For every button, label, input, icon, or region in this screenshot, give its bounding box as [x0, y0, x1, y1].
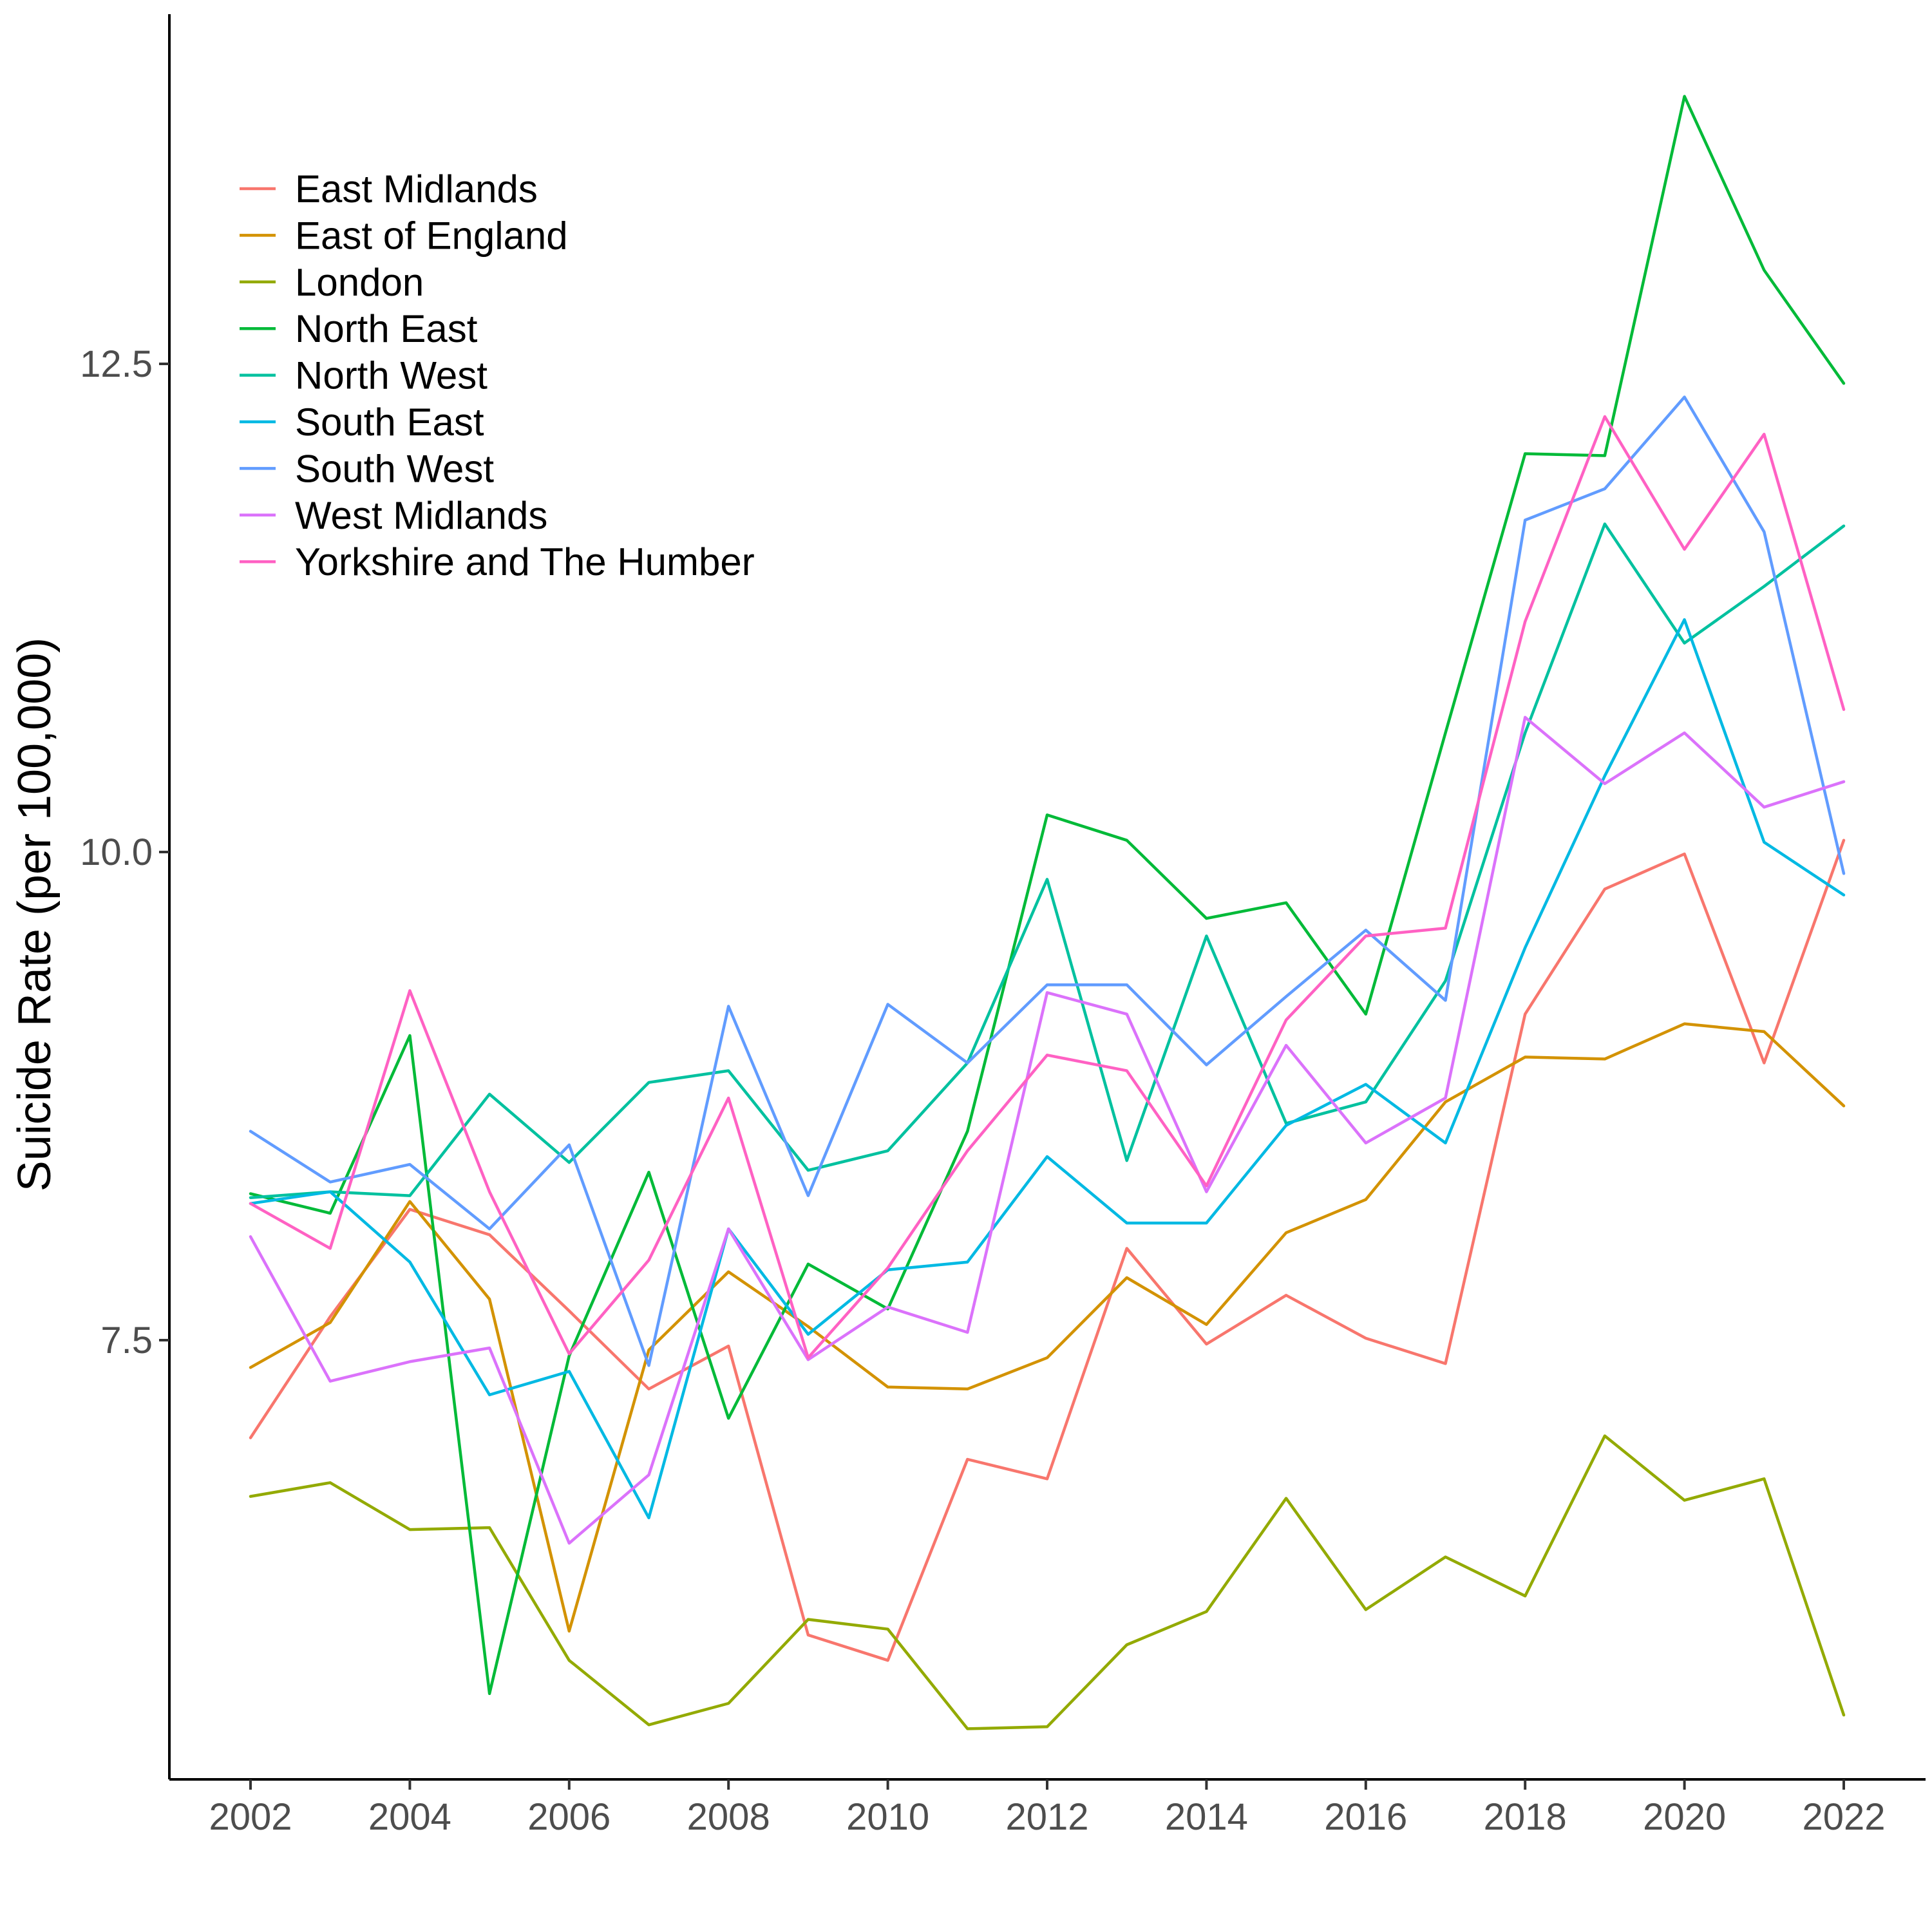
x-tick-label: 2012 — [1005, 1796, 1088, 1838]
y-axis-ticks: 7.5 10.0 12.5 — [80, 343, 169, 1361]
y-tick-label: 12.5 — [80, 343, 153, 385]
legend-label-london: London — [295, 261, 424, 304]
series-line-yorkshire-and-the-humber — [249, 415, 1846, 1359]
x-tick-label: 2020 — [1643, 1796, 1726, 1838]
legend-label-south-east: South East — [295, 401, 484, 444]
x-tick-label: 2016 — [1324, 1796, 1407, 1838]
legend-label-north-west: North West — [295, 354, 488, 397]
legend-label-west-midlands: West Midlands — [295, 494, 547, 537]
series-line-north-west — [249, 522, 1846, 1199]
legend-label-east-of-england: East of England — [295, 214, 568, 257]
y-tick-label: 10.0 — [80, 831, 153, 873]
legend-label-east-midlands: East Midlands — [295, 167, 538, 211]
x-tick-label: 2014 — [1165, 1796, 1248, 1838]
series-layer — [249, 95, 1846, 1730]
series-line-west-midlands — [249, 715, 1846, 1545]
x-tick-label: 2010 — [846, 1796, 929, 1838]
legend-label-north-east: North East — [295, 307, 478, 350]
series-line-london — [249, 1434, 1846, 1730]
y-axis-title: Suicide Rate (per 100,000) — [9, 638, 61, 1192]
x-axis-ticks: 2002 2004 2006 2008 2010 2012 2014 2016 2018 2020… — [209, 1779, 1886, 1838]
x-tick-label: 2002 — [209, 1796, 292, 1838]
x-tick-label: 2018 — [1484, 1796, 1567, 1838]
series-line-south-west — [249, 395, 1846, 1367]
legend-label-south-west: South West — [295, 447, 494, 490]
x-tick-label: 2006 — [527, 1796, 611, 1838]
x-tick-label: 2008 — [687, 1796, 770, 1838]
x-tick-label: 2022 — [1802, 1796, 1885, 1838]
series-line-south-east — [249, 618, 1846, 1520]
series-line-north-east — [249, 95, 1846, 1696]
series-line-east-midlands — [249, 838, 1846, 1662]
legend-label-yorkshire-and-the-humber: Yorkshire and The Humber — [295, 540, 755, 583]
x-tick-label: 2004 — [368, 1796, 451, 1838]
y-tick-label: 7.5 — [100, 1320, 153, 1361]
